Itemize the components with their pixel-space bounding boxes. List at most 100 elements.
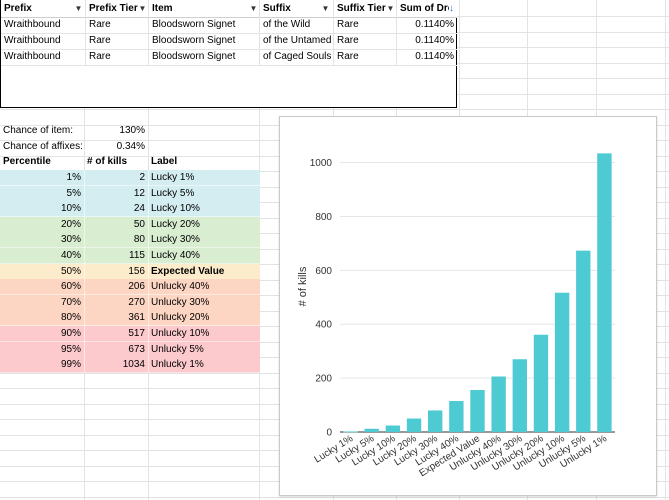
- chart-bar: [554, 292, 570, 432]
- kills-cell[interactable]: 517: [128, 328, 145, 339]
- label-cell[interactable]: Unlucky 5%: [151, 343, 204, 355]
- pivot-header-suffix-tier: Suffix Tier: [337, 3, 386, 14]
- chart-bar: [470, 389, 485, 432]
- label-cell[interactable]: Unlucky 40%: [151, 281, 210, 293]
- pivot-cell-prefix-tier[interactable]: Rare: [89, 19, 111, 30]
- percentile-cell[interactable]: 10%: [60, 203, 81, 215]
- kills-cell[interactable]: 206: [128, 281, 145, 293]
- percentile-row: 99% 1034 Unlucky 1%: [0, 357, 260, 374]
- label-cell[interactable]: Unlucky 10%: [151, 328, 210, 339]
- pivot-cell-item[interactable]: Bloodsworn Signet: [152, 35, 236, 46]
- percentile-row: 20% 50 Lucky 20%: [0, 216, 260, 233]
- label-cell[interactable]: Unlucky 30%: [151, 296, 210, 308]
- percentile-row: 5% 12 Lucky 5%: [0, 185, 260, 202]
- pivot-header-item: Item: [152, 3, 173, 14]
- chart-bar: [364, 428, 379, 432]
- pivot-cell-prefix-tier[interactable]: Rare: [89, 35, 111, 46]
- percentile-cell[interactable]: 95%: [60, 343, 81, 355]
- percentile-cell[interactable]: 99%: [60, 359, 81, 371]
- pivot-table[interactable]: Prefix ▼ Prefix Tier ▼ Item ▼ Suffix ▼ S…: [0, 0, 457, 108]
- pivot-cell-prefix-tier[interactable]: Rare: [89, 51, 111, 62]
- kills-cell[interactable]: 24: [133, 203, 145, 215]
- percentile-cell[interactable]: 20%: [60, 218, 81, 230]
- pivot-cell-prefix[interactable]: Wraithbound: [4, 19, 61, 30]
- percentile-cell[interactable]: 50%: [60, 265, 81, 277]
- chart-bar: [385, 425, 401, 432]
- percentile-row: 30% 80 Lucky 30%: [0, 232, 260, 249]
- label-cell[interactable]: Lucky 5%: [151, 187, 195, 199]
- label-cell[interactable]: Unlucky 20%: [151, 312, 210, 324]
- pivot-cell-suffix-tier[interactable]: Rare: [337, 35, 359, 46]
- pivot-cell-sum[interactable]: 0.1140%: [415, 35, 454, 46]
- chart-bar: [343, 431, 358, 433]
- kills-cell[interactable]: 361: [128, 312, 145, 324]
- percentile-cell[interactable]: 80%: [60, 312, 81, 324]
- label-cell[interactable]: Lucky 10%: [151, 203, 200, 215]
- pivot-cell-suffix[interactable]: of the Wild: [263, 19, 311, 30]
- header-label[interactable]: Label: [151, 156, 178, 167]
- chart-bar: [491, 376, 506, 432]
- pivot-row: Wraithbound Rare Bloodsworn Signet of the W…: [1, 17, 457, 34]
- chart-bar: [533, 334, 549, 432]
- percentile-cell[interactable]: 40%: [60, 250, 81, 261]
- percentile-row: 50% 156 Expected Value: [0, 263, 260, 280]
- label-cell[interactable]: Expected Value: [151, 265, 225, 277]
- filter-dropdown-icon[interactable]: ▼: [321, 4, 330, 13]
- percentile-cell[interactable]: 30%: [60, 234, 81, 246]
- y-tick-label: 200: [315, 374, 332, 385]
- pivot-header-sum: Sum of Dro: [400, 3, 449, 14]
- chart-bar: [597, 153, 612, 432]
- sort-desc-arrow-icon[interactable]: ↓: [449, 3, 454, 14]
- header-kills[interactable]: # of kills: [87, 156, 128, 167]
- kills-cell[interactable]: 673: [128, 343, 145, 355]
- kills-cell[interactable]: 115: [129, 250, 145, 261]
- header-percentile[interactable]: Percentile: [3, 156, 51, 167]
- filter-dropdown-icon[interactable]: ▼: [386, 4, 395, 13]
- kills-cell[interactable]: 2: [139, 172, 145, 183]
- label-cell[interactable]: Lucky 20%: [151, 218, 200, 230]
- pivot-cell-sum[interactable]: 0.1140%: [415, 19, 454, 30]
- pivot-cell-prefix[interactable]: Wraithbound: [4, 35, 61, 46]
- filter-dropdown-icon[interactable]: ▼: [74, 4, 83, 13]
- pivot-header-prefix: Prefix: [4, 3, 32, 14]
- pivot-cell-suffix-tier[interactable]: Rare: [337, 19, 359, 30]
- filter-dropdown-icon[interactable]: ▼: [138, 4, 147, 13]
- pivot-cell-suffix[interactable]: of Caged Souls: [263, 51, 332, 62]
- chart-bar: [406, 418, 422, 432]
- percentile-row: 60% 206 Unlucky 40%: [0, 279, 260, 296]
- pivot-cell-item[interactable]: Bloodsworn Signet: [152, 51, 236, 62]
- chance-item-row: Chance of item: 130%: [0, 123, 260, 139]
- kills-cell[interactable]: 12: [133, 187, 145, 199]
- label-cell[interactable]: Lucky 30%: [151, 234, 200, 246]
- percentile-header-row: Percentile # of kills Label: [0, 154, 260, 170]
- percentile-cell[interactable]: 90%: [60, 328, 81, 339]
- kills-bar-chart[interactable]: 0 200 400 600 800 1000 Lucky 1% Lucky 5% Lucky 1…: [279, 116, 657, 496]
- label-cell[interactable]: Unlucky 1%: [151, 359, 204, 371]
- kills-cell[interactable]: 270: [128, 296, 145, 308]
- pivot-cell-prefix[interactable]: Wraithbound: [4, 51, 61, 62]
- filter-dropdown-icon[interactable]: ▼: [249, 4, 258, 13]
- pivot-row: Wraithbound Rare Bloodsworn Signet of the U…: [1, 33, 457, 50]
- percentile-cell[interactable]: 70%: [60, 296, 81, 308]
- percentile-cell[interactable]: 5%: [66, 187, 81, 199]
- label-cell[interactable]: Lucky 1%: [151, 172, 195, 183]
- percentile-cell[interactable]: 60%: [60, 281, 81, 293]
- pivot-cell-suffix[interactable]: of the Untamed: [263, 35, 332, 46]
- y-axis-label: # of kills: [297, 266, 309, 306]
- grid-column-line: [665, 0, 666, 500]
- kills-cell[interactable]: 1034: [122, 359, 145, 371]
- kills-cell[interactable]: 80: [133, 234, 145, 246]
- y-tick-label: 400: [315, 320, 332, 331]
- kills-cell[interactable]: 156: [128, 265, 145, 277]
- label-cell[interactable]: Lucky 40%: [151, 250, 200, 261]
- chance-affix-value[interactable]: 0.34%: [116, 141, 145, 152]
- kills-cell[interactable]: 50: [133, 218, 145, 230]
- percentile-cell[interactable]: 1%: [66, 172, 81, 183]
- pivot-cell-sum[interactable]: 0.1140%: [415, 51, 454, 62]
- chart-bar: [449, 401, 464, 432]
- percentile-row: 40% 115 Lucky 40%: [0, 248, 260, 264]
- pivot-cell-item[interactable]: Bloodsworn Signet: [152, 19, 236, 30]
- pivot-cell-suffix-tier[interactable]: Rare: [337, 51, 359, 62]
- chance-item-value[interactable]: 130%: [119, 125, 145, 136]
